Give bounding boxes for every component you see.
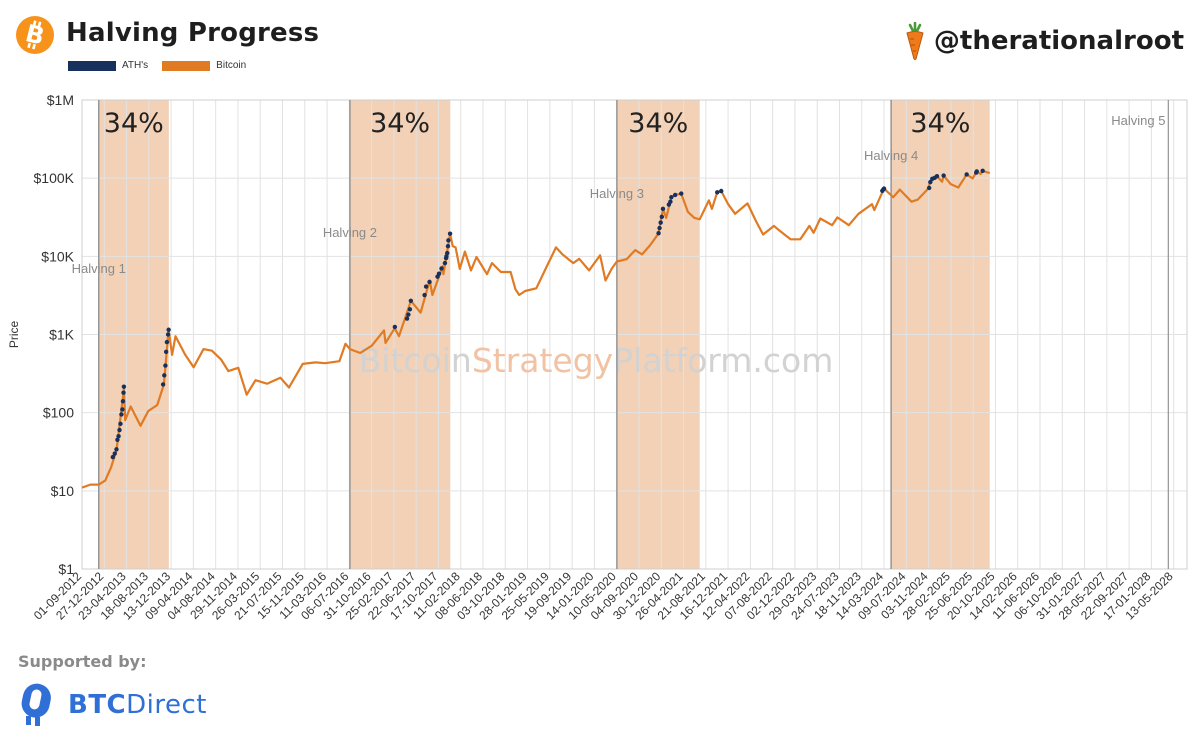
y-tick-label: $10: [51, 483, 75, 499]
ath-point: [442, 260, 448, 266]
ath-point: [121, 390, 126, 395]
ath-point: [164, 339, 170, 345]
ath-point: [115, 437, 120, 442]
sponsor-name-part2: Direct: [126, 690, 207, 720]
sponsor-logo: BTCDirect: [16, 682, 207, 728]
y-tick-label: $100: [43, 405, 74, 421]
ath-point: [408, 298, 414, 303]
ath-point: [165, 332, 171, 337]
ath-point: [447, 231, 453, 236]
ath-point: [974, 169, 979, 174]
legend-swatch-bitcoin: [162, 60, 211, 71]
ath-point: [926, 185, 932, 191]
ath-point: [110, 454, 116, 460]
legend-item-ath: ATH's: [68, 60, 148, 71]
y-tick-label: $1K: [49, 327, 75, 343]
btcdirect-logo-icon: [21, 683, 51, 726]
ath-point: [445, 243, 451, 249]
halving-progress-chart: BitcoinStrategyPlatform.com Halving 1 34% H…: [7, 92, 1188, 623]
y-tick-label: $1: [58, 561, 74, 577]
ath-point: [407, 307, 413, 312]
ath-point: [928, 179, 933, 185]
ath-point: [114, 447, 119, 452]
legend-label-ath: ATH's: [122, 60, 149, 71]
ath-point: [121, 384, 127, 389]
ath-point: [657, 225, 662, 231]
ath-point: [423, 284, 429, 289]
band-percent-label-3: 34%: [628, 108, 688, 139]
halving-label-4: Halving 4: [864, 148, 918, 163]
ath-point: [404, 316, 410, 321]
ath-point: [116, 433, 121, 439]
ath-point: [436, 271, 442, 276]
ath-point: [656, 230, 661, 236]
ath-point: [439, 266, 444, 271]
watermark-part: Platform.com: [613, 341, 833, 380]
ath-point: [659, 214, 665, 220]
author-handle: @therationalroot: [902, 22, 1184, 60]
band-percent-label-2: 34%: [370, 108, 430, 139]
plot-border: [81, 99, 1188, 570]
ath-point: [119, 412, 124, 417]
legend-swatch-ath: [68, 60, 116, 71]
bitcoin-logo-icon: B: [16, 16, 54, 54]
legend-label-bitcoin: Bitcoin: [216, 60, 247, 71]
ath-point: [422, 292, 427, 298]
ath-point: [445, 250, 450, 256]
ath-point: [679, 191, 684, 196]
ath-point: [934, 173, 940, 179]
ath-point: [715, 190, 720, 195]
legend-item-bitcoin: Bitcoin: [162, 60, 246, 71]
halving-label-1: Halving 1: [72, 261, 126, 276]
ath-point: [166, 327, 171, 332]
ath-point: [672, 192, 678, 198]
ath-point: [446, 238, 451, 243]
halving-label-2: Halving 2: [323, 225, 377, 240]
ath-point: [160, 382, 166, 387]
y-tick-label: $1M: [47, 92, 74, 108]
band-percent-label-1: 34%: [104, 108, 164, 139]
ath-point: [668, 199, 673, 204]
ath-point: [427, 279, 432, 285]
ath-point: [118, 421, 123, 427]
sponsor-name: BTCDirect: [68, 690, 207, 720]
y-tick-label: $10K: [41, 248, 74, 264]
y-tick-label: $100K: [34, 170, 75, 186]
ath-point: [980, 168, 985, 174]
ath-point: [881, 186, 887, 191]
ath-point: [660, 206, 666, 212]
watermark-text: BitcoinStrategyPlatform.com: [359, 341, 834, 380]
handle-text: @therationalroot: [933, 26, 1184, 56]
ath-point: [406, 312, 411, 317]
ath-point: [112, 451, 117, 456]
ath-point: [669, 195, 674, 200]
ath-point: [658, 220, 663, 225]
ath-point: [120, 399, 126, 404]
y-axis-label: Price: [7, 321, 21, 349]
ath-point: [117, 427, 122, 433]
page-title: Halving Progress: [66, 18, 320, 48]
ath-point: [162, 373, 167, 378]
chart-legend: ATH's Bitcoin: [68, 60, 260, 71]
ath-point: [719, 188, 724, 194]
bitcoin-price-line: [81, 169, 991, 489]
header: B Halving Progress ATH's Bitcoin @therat…: [0, 0, 1200, 80]
ath-point: [163, 349, 169, 355]
ath-point: [392, 324, 398, 330]
supported-by-label: Supported by:: [18, 652, 147, 671]
halving-label-5: Halving 5: [1111, 113, 1165, 128]
ath-point: [163, 363, 168, 368]
halving-label-3: Halving 3: [590, 186, 644, 201]
ath-point: [964, 172, 969, 177]
band-percent-label-4: 34%: [910, 108, 970, 139]
ath-point: [120, 407, 125, 412]
ath-point: [941, 173, 946, 178]
sponsor-name-part1: BTC: [68, 690, 127, 720]
carrot-icon: [906, 22, 924, 60]
watermark-part: Strategy: [472, 341, 613, 380]
watermark-part: Bitcoin: [359, 341, 472, 380]
